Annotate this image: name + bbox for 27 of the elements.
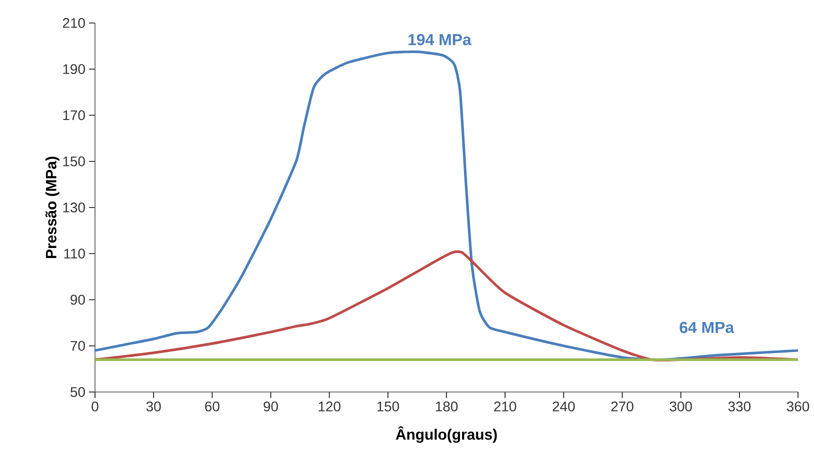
x-tick-label: 360 [786,402,810,412]
annotation: 64 MPa [680,322,734,334]
x-tick-label: 90 [264,402,278,412]
x-tick-label: 330 [728,402,751,412]
x-tick-label: 0 [92,402,98,412]
y-tick-label: 130 [63,202,85,212]
y-tick-label: 70 [70,340,85,351]
y-tick-label: 110 [64,248,85,259]
x-tick-label: 240 [552,402,575,412]
y-tick-label: 170 [63,110,85,120]
x-tick-label: 60 [205,402,220,412]
x-tick-label: 150 [377,402,400,412]
y-tick-label: 150 [63,156,85,166]
x-axis-title: Ângulo(graus) [396,426,497,443]
y-axis-title: Pressão (MPa) [45,156,60,258]
x-tick-label: 180 [436,402,458,412]
x-tick-label: 210 [494,402,516,412]
y-tick-label: 190 [63,64,85,74]
x-tick-label: 300 [670,402,692,412]
annotation: 194 MPa [408,34,472,46]
y-tick-label: 210 [62,18,85,28]
y-tick-label: 90 [70,294,85,305]
x-tick-label: 270 [611,402,634,412]
x-tick-label: 30 [146,402,161,412]
x-tick-label: 120 [318,402,340,412]
line-series [94,50,800,362]
y-tick-label: 50 [70,387,85,397]
